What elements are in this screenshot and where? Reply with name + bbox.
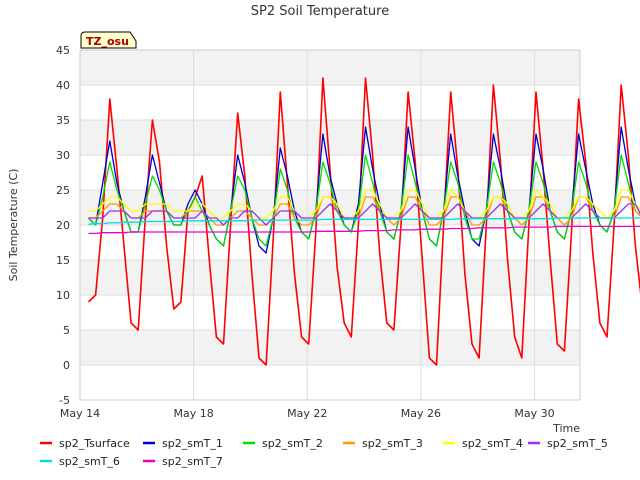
legend-label: sp2_smT_6 xyxy=(59,455,120,468)
legend-label: sp2_smT_2 xyxy=(262,437,323,450)
tz-badge-label: TZ_osu xyxy=(86,35,129,48)
legend-item-sp2-Tsurface: sp2_Tsurface xyxy=(40,437,130,450)
y-tick-label: 40 xyxy=(56,79,70,92)
y-tick-label: 10 xyxy=(56,289,70,302)
legend-label: sp2_smT_7 xyxy=(162,455,223,468)
legend: sp2_Tsurface sp2_smT_1 sp2_smT_2 sp2_smT_3 s… xyxy=(40,437,608,468)
x-tick-label: May 22 xyxy=(287,407,327,420)
x-tick-label: May 26 xyxy=(401,407,441,420)
legend-item-sp2-smT-7: sp2_smT_7 xyxy=(143,455,223,468)
y-tick-label: -5 xyxy=(59,394,70,407)
legend-item-sp2-smT-1: sp2_smT_1 xyxy=(143,437,223,450)
x-tick-label: May 30 xyxy=(514,407,554,420)
legend-item-sp2-smT-6: sp2_smT_6 xyxy=(40,455,120,468)
legend-item-sp2-smT-4: sp2_smT_4 xyxy=(443,437,523,450)
y-tick-label: 30 xyxy=(56,149,70,162)
series-line-sp2-smT-5 xyxy=(88,203,640,226)
y-axis-label: Soil Temperature (C) xyxy=(7,169,20,282)
series-lines xyxy=(87,77,640,366)
y-tick-label: 5 xyxy=(63,324,70,337)
background-band xyxy=(80,330,580,365)
series-line-sp2-smT-7 xyxy=(88,225,640,235)
series-line-sp2-smT-4 xyxy=(88,189,640,219)
plot-frame xyxy=(79,49,581,401)
legend-label: sp2_smT_1 xyxy=(162,437,223,450)
y-tick-label: 20 xyxy=(56,219,70,232)
series-line-sp2-Tsurface xyxy=(87,77,640,366)
y-axis: -5 0 5 10 15 20 25 30 35 40 45 xyxy=(56,44,70,407)
y-tick-label: 15 xyxy=(56,254,70,267)
legend-item-sp2-smT-5: sp2_smT_5 xyxy=(528,437,608,450)
tz-badge: TZ_osu xyxy=(80,31,137,49)
x-tick-label: May 14 xyxy=(60,407,100,420)
legend-label: sp2_smT_3 xyxy=(362,437,423,450)
y-tick-label: 25 xyxy=(56,184,70,197)
x-tick-label: May 18 xyxy=(174,407,214,420)
legend-item-sp2-smT-3: sp2_smT_3 xyxy=(343,437,423,450)
x-axis-label: Time xyxy=(552,422,580,435)
legend-label: sp2_smT_5 xyxy=(547,437,608,450)
chart-title: SP2 Soil Temperature xyxy=(251,4,389,19)
background-band xyxy=(80,365,580,400)
legend-item-sp2-smT-2: sp2_smT_2 xyxy=(243,437,323,450)
y-tick-label: 35 xyxy=(56,114,70,127)
background-band xyxy=(80,85,580,120)
series-line-sp2-smT-6 xyxy=(88,217,640,225)
series-line-sp2-smT-2 xyxy=(88,154,640,247)
x-axis: May 14 May 18 May 22 May 26 May 30 xyxy=(60,407,555,420)
y-tick-label: 45 xyxy=(56,44,70,57)
background-band xyxy=(80,260,580,295)
legend-label: sp2_smT_4 xyxy=(462,437,523,450)
series-line-sp2-smT-3 xyxy=(88,196,640,226)
background-band xyxy=(80,295,580,330)
tz-badge-box xyxy=(80,31,137,49)
y-tick-label: 0 xyxy=(63,359,70,372)
background-band xyxy=(80,50,580,85)
legend-label: sp2_Tsurface xyxy=(59,437,130,450)
